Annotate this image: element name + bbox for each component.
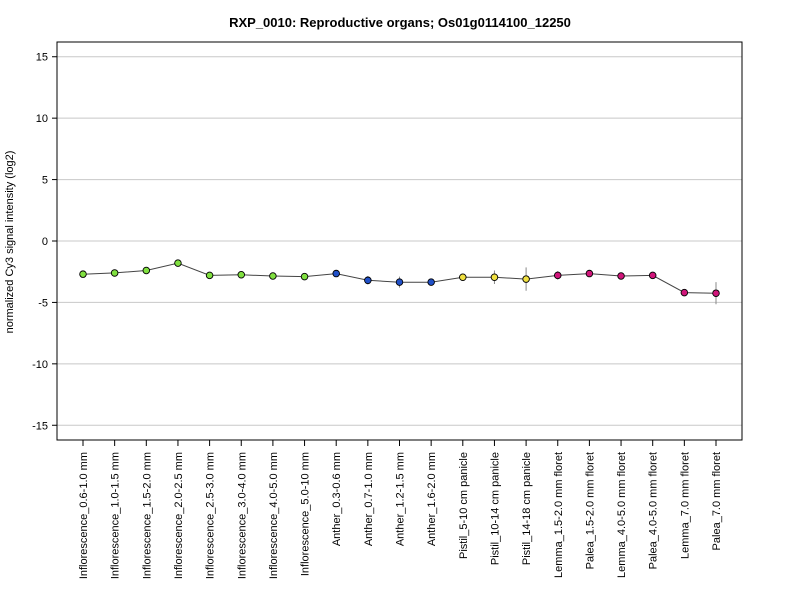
x-tick-label: Anther_1.6-2.0 mm (426, 452, 438, 546)
x-tick-label: Inflorescence_3.0-4.0 mm (236, 452, 248, 579)
data-point (332, 269, 340, 278)
x-tick-label: Inflorescence_2.5-3.0 mm (205, 452, 217, 579)
y-tick-label: -5 (38, 297, 48, 309)
x-tick-label: Palea_1.5-2.0 mm floret (584, 452, 596, 569)
x-tick-label: Inflorescence_1.5-2.0 mm (141, 452, 153, 579)
x-tick-label: Inflorescence_5.0-10 mm (300, 452, 312, 576)
y-tick-label: 5 (42, 175, 48, 187)
data-point (648, 271, 657, 280)
expression-series (79, 259, 720, 305)
data-point (617, 272, 625, 280)
data-point (395, 278, 404, 286)
y-tick-label: -10 (32, 359, 48, 371)
x-tick-label: Anther_0.3-0.6 mm (331, 452, 343, 546)
data-point (490, 273, 499, 281)
plot-frame (56, 41, 743, 441)
x-tick-label: Inflorescence_1.0-1.5 mm (110, 452, 122, 579)
x-tick-label: Palea_4.0-5.0 mm floret (648, 452, 660, 569)
x-tick-label: Pistil_10-14 cm panicle (489, 452, 501, 565)
data-point (680, 288, 689, 297)
x-tick-label: Anther_1.2-1.5 mm (395, 452, 407, 546)
gridlines (57, 56, 742, 426)
data-point (300, 272, 309, 281)
data-point (459, 273, 467, 281)
x-axis: Inflorescence_0.6-1.0 mm Inflorescence_1.… (78, 440, 723, 579)
data-point (522, 275, 530, 283)
data-point (205, 271, 214, 280)
y-tick-label: 0 (42, 236, 48, 248)
y-tick-label: 15 (36, 52, 48, 64)
data-point (364, 276, 372, 285)
data-point (110, 269, 119, 277)
data-point (712, 289, 720, 297)
data-point (142, 266, 151, 275)
x-tick-label: Inflorescence_0.6-1.0 mm (78, 452, 90, 579)
x-tick-label: Palea_7.0 mm floret (711, 452, 723, 550)
x-tick-label: Lemma_1.5-2.0 mm floret (553, 452, 565, 578)
y-tick-label: -15 (32, 420, 48, 432)
x-tick-label: Lemma_4.0-5.0 mm floret (616, 452, 628, 578)
y-tick-label: 10 (36, 113, 48, 125)
data-point (174, 259, 182, 267)
x-tick-label: Inflorescence_2.0-2.5 mm (173, 452, 185, 579)
x-tick-label: Inflorescence_4.0-5.0 mm (268, 452, 280, 579)
x-tick-label: Lemma_7.0 mm floret (679, 452, 691, 559)
data-point (427, 278, 435, 286)
x-tick-label: Pistil_5-10 cm panicle (458, 452, 470, 559)
chart-title: RXP_0010: Reproductive organs; Os01g0114… (229, 15, 571, 30)
y-axis: 15 10 5 0 -5 -10 -15 (32, 52, 57, 432)
data-point (554, 271, 562, 280)
data-point (79, 270, 87, 278)
y-axis-label: normalized Cy3 signal intensity (log2) (4, 151, 16, 334)
x-tick-label: Anther_0.7-1.0 mm (363, 452, 375, 546)
data-point (585, 269, 594, 278)
x-tick-label: Pistil_14-18 cm panicle (521, 452, 533, 565)
data-point (269, 272, 277, 280)
data-point (237, 271, 245, 279)
